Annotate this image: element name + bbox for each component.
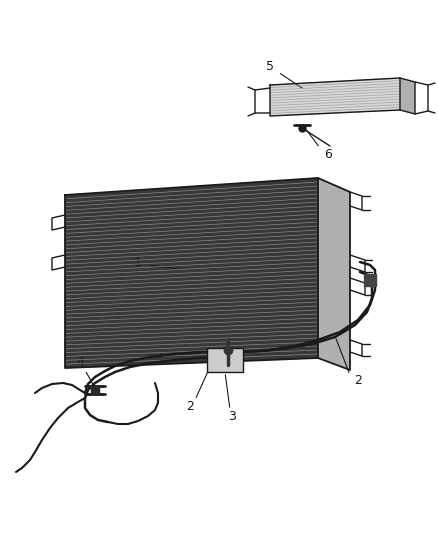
Text: 6: 6	[324, 148, 332, 160]
Text: 3: 3	[228, 410, 236, 424]
Text: 4: 4	[76, 356, 84, 368]
Text: 5: 5	[266, 60, 274, 72]
Text: 2: 2	[186, 400, 194, 414]
Polygon shape	[400, 78, 415, 114]
Text: 1: 1	[134, 255, 142, 269]
Text: 2: 2	[354, 374, 362, 386]
Bar	[364, 274, 376, 286]
Polygon shape	[270, 78, 400, 116]
Polygon shape	[207, 348, 243, 372]
Polygon shape	[318, 178, 350, 370]
Polygon shape	[65, 178, 318, 368]
